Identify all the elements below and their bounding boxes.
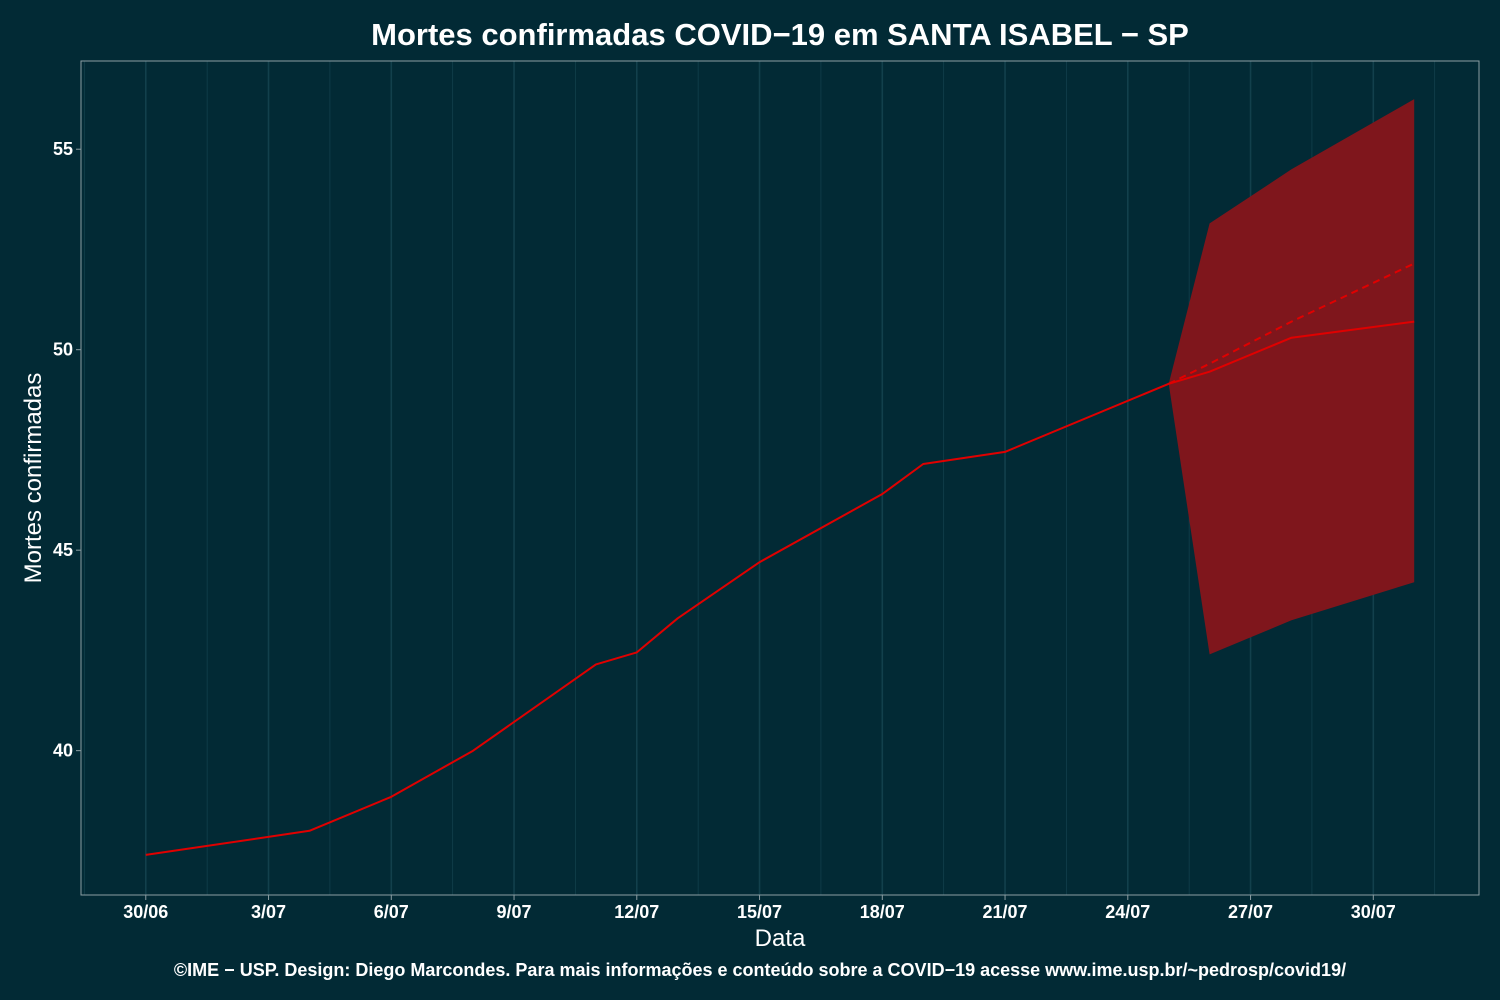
- x-tick-label: 30/06: [123, 902, 168, 922]
- y-tick-label: 55: [53, 139, 73, 159]
- x-tick-label: 30/07: [1351, 902, 1396, 922]
- x-tick-label: 24/07: [1105, 902, 1150, 922]
- forecast-line-dashed: [1168, 262, 1415, 385]
- y-tick-label: 45: [53, 540, 73, 560]
- plot-panel-border: [80, 60, 1480, 896]
- x-tick-label: 12/07: [614, 902, 659, 922]
- y-axis-title: Mortes confirmadas: [20, 373, 47, 584]
- x-tick-label: 15/07: [737, 902, 782, 922]
- x-tick-label: 27/07: [1228, 902, 1273, 922]
- x-tick-label: 18/07: [860, 902, 905, 922]
- x-tick-label: 21/07: [983, 902, 1028, 922]
- grid: [84, 61, 1436, 895]
- x-tick-label: 6/07: [374, 902, 409, 922]
- x-axis-title: Data: [755, 925, 806, 952]
- forecast-band: [1168, 99, 1415, 655]
- x-tick-label: 3/07: [251, 902, 286, 922]
- series: [145, 262, 1415, 856]
- chart-title: Mortes confirmadas COVID−19 em SANTA ISA…: [371, 17, 1189, 52]
- caption: ©IME − USP. Design: Diego Marcondes. Par…: [174, 960, 1346, 980]
- x-tick-label: 9/07: [497, 902, 532, 922]
- y-tick-label: 40: [53, 741, 73, 761]
- deaths-line: [145, 320, 1415, 856]
- y-tick-label: 50: [53, 340, 73, 360]
- confidence-band: [1168, 99, 1415, 655]
- x-axis-ticks: 30/06 3/07 6/07 9/07 12/07 15/07 18/07 21/07 24/…: [123, 895, 1396, 922]
- y-axis-ticks: 40 45 50 55: [53, 139, 81, 761]
